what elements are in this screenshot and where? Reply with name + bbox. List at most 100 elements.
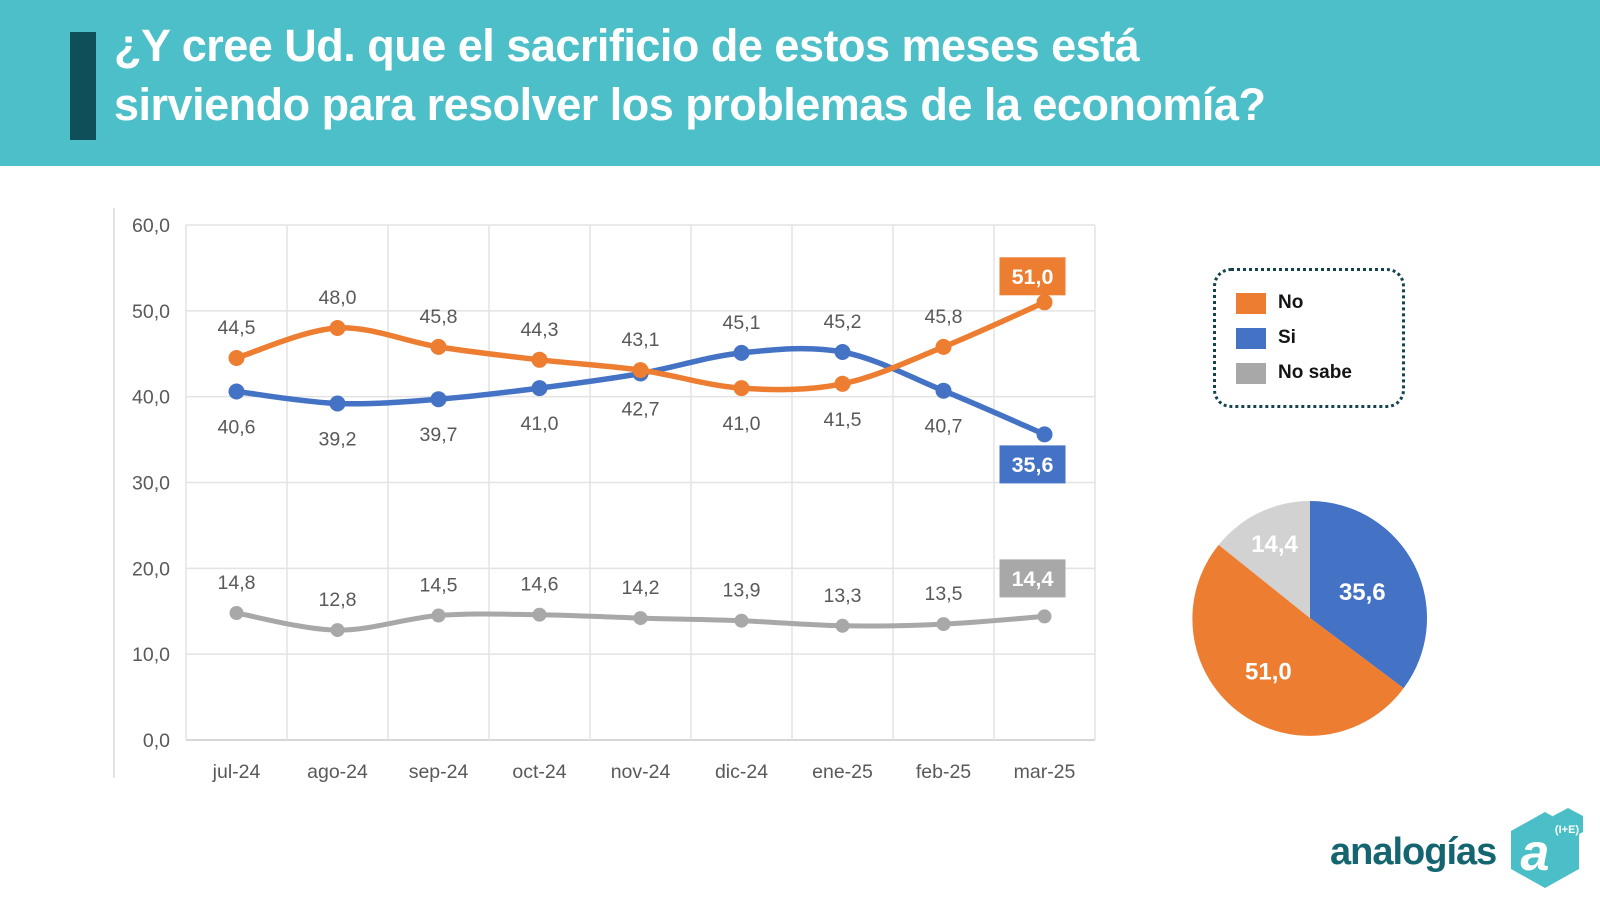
data-label-si: 42,7 [622,399,660,421]
data-label-si: 39,7 [420,424,458,446]
logo-badge-icon: a (I+E) [1511,808,1584,888]
data-label-no-sabe: 12,8 [319,589,357,611]
data-point-no-sabe [532,607,547,622]
legend-swatch-no [1236,292,1266,314]
data-label-no-sabe: 14,5 [420,575,458,597]
data-point-no-sabe [633,611,648,626]
data-label-si: 39,2 [319,429,357,451]
question-title-line2: sirviendo para resolver los problemas de… [114,79,1266,131]
y-axis-tick: 30,0 [132,473,170,495]
svg-text:(I+E): (I+E) [1555,824,1579,836]
data-point-si [935,382,952,399]
data-label-no: 44,5 [218,317,256,339]
data-point-si [531,380,548,397]
data-label-no: 41,5 [824,409,862,431]
data-label-si: 40,7 [925,416,963,438]
y-axis-tick: 10,0 [132,644,170,666]
data-label-no-sabe: 14,6 [521,574,559,596]
series-no-sabe: 14,8 12,8 14,5 14,6 14,2 13,9 13,3 13,5 14,4 [218,559,1066,638]
data-point-si [733,344,750,361]
data-label-no-sabe: 13,9 [723,580,761,602]
end-value-label-si: 35,6 [1012,453,1054,477]
header-accent-bar [70,32,96,140]
legend-swatch-si [1236,327,1266,349]
data-point-si [430,391,447,408]
chart-legend: No Si No sabe [1213,268,1405,408]
data-label-si: 45,1 [723,312,761,334]
x-axis-tick: jul-24 [212,761,261,783]
data-point-si [228,383,245,400]
data-point-no-sabe [734,613,749,628]
svg-text:a: a [1521,824,1550,882]
x-axis-tick: feb-25 [916,761,971,783]
line-chart: 0,0 10,0 20,0 30,0 40,0 50,0 60,0 jul-24 ago-24 s… [113,208,1096,783]
series-si: 40,6 39,2 39,7 41,0 42,7 45,1 45,2 40,7 35,6 [218,311,1066,484]
end-value-box-no [999,257,1066,296]
data-label-no-sabe: 14,8 [218,572,256,594]
pie-label-no-sabe: 14,4 [1251,531,1298,558]
x-axis-tick: ene-25 [812,761,873,783]
data-label-no: 44,3 [521,319,559,341]
data-label-si: 41,0 [521,413,559,435]
legend-label-si: Si [1278,327,1296,348]
data-point-no [329,320,346,336]
data-label-no-sabe: 14,2 [622,577,660,599]
data-point-si [834,344,851,360]
y-axis-tick: 20,0 [132,558,170,580]
data-point-no [935,338,952,355]
data-point-no-sabe [431,608,446,623]
pie-label-si: 35,6 [1339,579,1386,606]
y-axis-tick: 50,0 [132,301,170,323]
data-point-no-sabe [1037,609,1052,624]
pie-chart: 35,6 51,0 14,4 [1192,501,1427,736]
data-label-no: 45,8 [925,306,963,328]
y-axis-tick: 0,0 [143,730,170,752]
data-label-si: 45,2 [824,311,862,333]
end-value-label-no: 51,0 [1012,265,1054,289]
data-point-no [834,375,851,392]
end-value-box-no-sabe [999,559,1066,598]
question-header: ¿Y cree Ud. que el sacrificio de estos m… [0,0,1600,166]
legend-label-no-sabe: No sabe [1278,362,1352,383]
series-no: 44,5 48,0 45,8 44,3 43,1 41,0 41,5 45,8 51,0 [218,257,1066,435]
data-point-no-sabe [330,623,345,638]
analogias-logo: analogías a (I+E) [1330,808,1589,896]
end-value-box-si [999,445,1066,484]
legend-item-si: Si [1236,327,1402,349]
data-point-si [1036,426,1053,443]
logo-wordmark: analogías [1330,830,1497,873]
legend-label-no: No [1278,292,1304,313]
data-label-no: 48,0 [319,287,357,309]
data-point-no [1036,294,1053,311]
x-axis-tick: mar-25 [1014,761,1076,783]
data-label-no: 45,8 [420,306,458,328]
x-axis-tick: nov-24 [611,761,671,783]
pie-label-no: 51,0 [1245,659,1292,686]
question-title: ¿Y cree Ud. que el sacrificio de estos m… [114,16,1266,135]
question-title-line1: ¿Y cree Ud. que el sacrificio de estos m… [114,20,1140,71]
pie-slice-no [1192,544,1404,736]
series-line-si [233,345,1048,438]
data-point-no-sabe [229,606,244,620]
legend-item-no-sabe: No sabe [1236,362,1402,384]
data-point-no [228,350,245,366]
data-point-no [531,351,548,368]
end-value-label-no-sabe: 14,4 [1012,567,1054,591]
x-axis-tick: dic-24 [715,761,768,783]
pie-slice-no-sabe [1218,501,1310,618]
x-axis-tick: oct-24 [512,761,566,783]
y-axis-tick: 40,0 [132,387,170,409]
pie-slice-si [1310,501,1427,689]
data-label-no: 41,0 [723,413,761,435]
data-point-no-sabe [936,617,951,632]
legend-item-no: No [1236,292,1402,314]
data-point-no [430,338,447,355]
y-axis-tick: 60,0 [132,215,170,237]
data-point-no-sabe [835,618,850,633]
x-axis-tick: sep-24 [409,761,469,783]
x-axis-tick: ago-24 [307,761,368,783]
data-point-no [733,380,750,397]
data-label-no: 43,1 [622,329,660,351]
data-label-no-sabe: 13,5 [925,583,963,605]
